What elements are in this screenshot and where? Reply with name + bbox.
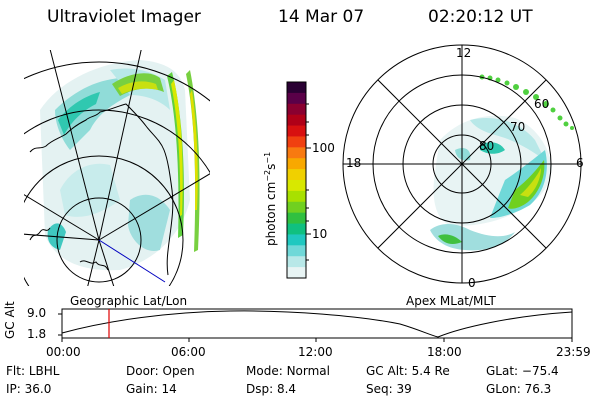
mlt-label-0: 0: [468, 276, 476, 290]
colorbar-tick-10: 10: [312, 227, 328, 241]
colorbar-band: [287, 212, 306, 225]
lat-label-70: 70: [510, 120, 526, 134]
colorbar-band: [287, 136, 306, 148]
altitude-xtick-2359: 23:59: [556, 345, 591, 359]
info-glat: GLat: −75.4: [486, 364, 559, 378]
colorbar-band: [287, 245, 306, 257]
colorbar-band: [287, 103, 306, 116]
mlt-label-12: 12: [456, 46, 472, 60]
info-gain: Gain: 14: [126, 382, 177, 396]
altitude-xtick-0000: 00:00: [46, 345, 81, 359]
altitude-ylabel: GC Alt: [3, 301, 17, 339]
geographic-label: Geographic Lat/Lon: [70, 294, 188, 308]
time-label: 02:20:12 UT: [428, 7, 533, 27]
mlt-label-6: 6: [576, 156, 584, 170]
colorbar-band: [287, 180, 306, 192]
colorbar-band: [287, 147, 306, 159]
colorbar-band: [287, 82, 306, 94]
info-seq: Seq: 39: [366, 382, 412, 396]
magnetic-label: Apex MLat/MLT: [406, 294, 496, 308]
magnetic-polar-plot: [342, 44, 582, 284]
info-door: Door: Open: [126, 364, 195, 378]
altitude-xtick-1800: 18:00: [427, 345, 462, 359]
colorbar-band: [287, 114, 306, 127]
altitude-xtick-0600: 06:00: [171, 345, 206, 359]
instrument-title: Ultraviolet Imager: [47, 7, 201, 27]
info-ip: IP: 36.0: [6, 382, 52, 396]
colorbar-band: [287, 92, 306, 105]
colorbar-tick-100: 100: [312, 141, 335, 155]
lat-label-80: 80: [479, 139, 495, 153]
colorbar-band: [287, 125, 306, 138]
altitude-ytick-low: 1.8: [27, 327, 47, 341]
altitude-ytick-high: 9.0: [27, 306, 47, 320]
colorbar-unit: photon cm−2s−1: [263, 151, 278, 246]
info-mode: Mode: Normal: [246, 364, 330, 378]
geo-aurora-imagery: [24, 50, 210, 286]
lat-label-60: 60: [534, 97, 550, 111]
colorbar-band: [287, 223, 306, 236]
colorbar-band: [287, 158, 306, 170]
info-dsp: Dsp: 8.4: [246, 382, 297, 396]
altitude-xtick-1200: 12:00: [298, 345, 333, 359]
colorbar-band: [287, 169, 306, 181]
colorbar-band: [287, 190, 306, 203]
mlt-label-18: 18: [346, 156, 362, 170]
colorbar-band: [287, 201, 306, 214]
info-glon: GLon: 76.3: [486, 382, 552, 396]
colorbar-band: [287, 267, 306, 279]
date-label: 14 Mar 07: [278, 7, 365, 27]
colorbar: [286, 81, 311, 279]
altitude-plot: [58, 308, 573, 342]
colorbar-band: [287, 234, 306, 246]
info-flt: Flt: LBHL: [6, 364, 60, 378]
colorbar-band: [287, 256, 306, 268]
info-gc-alt: GC Alt: 5.4 Re: [366, 364, 450, 378]
